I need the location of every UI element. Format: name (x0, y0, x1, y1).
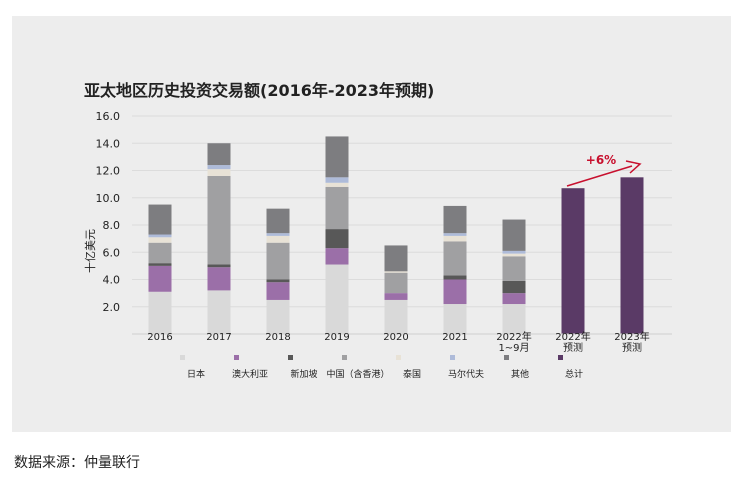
bar-segment (207, 165, 231, 170)
y-tick-label: 2.0 (103, 301, 121, 314)
y-tick-label: 10.0 (96, 192, 121, 205)
bar-segment (207, 267, 231, 291)
bar-segment (207, 143, 231, 166)
bar-segment (443, 275, 467, 280)
legend-label: 总计 (565, 368, 583, 380)
bar-segment (207, 264, 231, 268)
x-tick-label: 2020 (383, 332, 408, 343)
bar-segment (384, 299, 408, 334)
bar-segment (443, 233, 467, 236)
x-tick-label: 1~9月 (498, 342, 529, 354)
bar-segment (561, 188, 585, 334)
y-tick-label: 12.0 (96, 165, 121, 178)
bar-segment (148, 204, 172, 235)
bar-segment (325, 136, 349, 178)
legend-swatch (342, 355, 347, 360)
bar-segment (620, 177, 644, 334)
x-tick-label: 2022年 (496, 330, 531, 343)
bar-segment (502, 293, 526, 305)
data-source-text: 数据来源：仲量联行 (14, 455, 140, 471)
legend-label: 其他 (511, 368, 529, 380)
bar-segment (384, 272, 408, 294)
x-tick-label: 2021 (442, 332, 467, 343)
x-tick-label: 2016 (147, 332, 172, 343)
legend-swatch (396, 355, 401, 360)
bar-segment (443, 241, 467, 276)
bar-segment (207, 290, 231, 334)
bar-segment (266, 282, 290, 300)
bar-segment (148, 234, 172, 238)
growth-arrow (566, 165, 633, 187)
x-tick-label: 2022年 (555, 330, 590, 343)
x-tick-label: 2018 (265, 332, 290, 343)
x-tick-label: 预测 (563, 341, 583, 354)
growth-label: +6% (586, 153, 616, 167)
legend-swatch (288, 355, 293, 360)
bar-segment (266, 242, 290, 280)
y-tick-label: 8.0 (103, 219, 121, 232)
x-tick-label: 2019 (324, 332, 349, 343)
bar-segment (443, 235, 467, 242)
legend-swatch (558, 355, 563, 360)
y-tick-label: 4.0 (103, 274, 121, 287)
bar-segment (325, 248, 349, 265)
bar-segment (325, 229, 349, 249)
chart: 亚太地区历史投资交易额(2016年-2023年预期) 十亿美元 2.0 4.0 6.… (83, 81, 672, 380)
chart-panel: 亚太地区历史投资交易额(2016年-2023年预期) 十亿美元 2.0 4.0 6.… (12, 16, 731, 432)
x-tick-label: 预测 (622, 341, 642, 354)
bar-segment (325, 186, 349, 230)
bar-segment (148, 242, 172, 264)
legend-swatch (450, 355, 455, 360)
bar-segment (502, 250, 526, 254)
legend-swatch (504, 355, 509, 360)
bar-segment (266, 208, 290, 234)
legend-label: 澳大利亚 (232, 368, 268, 380)
legend-label: 泰国 (403, 368, 421, 380)
legend-swatch (180, 355, 185, 360)
y-tick-label: 6.0 (103, 246, 121, 259)
bar-segment (266, 279, 290, 283)
bar-segment (443, 304, 467, 334)
growth-arrowhead-icon (625, 160, 642, 174)
bar-segment (148, 263, 172, 266)
bar-segment (502, 253, 526, 257)
y-tick-label: 14.0 (96, 137, 121, 150)
legend-label: 中国（含香港） (326, 368, 389, 380)
bar-segment (502, 219, 526, 251)
bar-segment (266, 235, 290, 243)
bar-segment (266, 299, 290, 334)
bar-segment (325, 264, 349, 334)
bar-segment (502, 304, 526, 334)
bar-segment (443, 205, 467, 234)
x-tick-label: 2023年 (614, 330, 649, 343)
bar-segment (443, 279, 467, 305)
bar-segment (502, 280, 526, 294)
x-tick-label: 2017 (206, 332, 231, 343)
bar-segment (325, 182, 349, 187)
y-axis-label: 十亿美元 (83, 229, 97, 273)
bar-segment (384, 293, 408, 300)
legend-label: 马尔代夫 (448, 368, 484, 380)
y-tick-label: 16.0 (96, 110, 121, 123)
legend-swatch (234, 355, 239, 360)
legend-label: 日本 (187, 368, 205, 380)
bar-segment (384, 245, 408, 272)
bar-segment (266, 233, 290, 236)
bar-segment (502, 256, 526, 281)
chart-title: 亚太地区历史投资交易额(2016年-2023年预期) (84, 81, 434, 100)
bar-segment (148, 291, 172, 334)
bar-segment (148, 265, 172, 292)
bar-segment (207, 169, 231, 176)
legend-label: 新加坡 (290, 368, 317, 380)
bar-segment (325, 177, 349, 183)
bar-segment (207, 175, 231, 265)
bar-segment (148, 237, 172, 243)
bar-segment (384, 271, 408, 273)
